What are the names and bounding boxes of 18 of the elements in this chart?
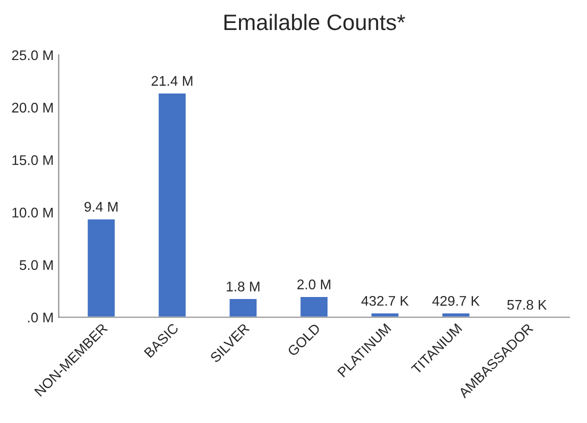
y-tick-label: 5.0 M bbox=[20, 260, 53, 270]
data-label: 2.0 M bbox=[297, 280, 330, 290]
y-tick-label: 20.0 M bbox=[12, 102, 53, 113]
y-tick-label: 15.0 M bbox=[12, 155, 53, 166]
bar bbox=[228, 298, 258, 318]
data-label: 9.4 M bbox=[84, 202, 118, 212]
data-label: 432.7 K bbox=[361, 296, 409, 306]
y-tick-label: 10.0 M bbox=[12, 208, 53, 218]
bar bbox=[86, 218, 116, 318]
data-label: 1.8 M bbox=[226, 282, 260, 292]
y-tick-label: .0 M bbox=[28, 312, 53, 322]
bar bbox=[157, 92, 188, 318]
data-label: 429.7 K bbox=[432, 296, 480, 306]
data-label: 21.4 M bbox=[152, 76, 192, 86]
data-label: 57.8 K bbox=[507, 300, 547, 310]
y-tick-label: 25.0 M bbox=[12, 50, 53, 60]
bar bbox=[299, 296, 329, 318]
chart-title: Emailable Counts* bbox=[224, 14, 406, 30]
